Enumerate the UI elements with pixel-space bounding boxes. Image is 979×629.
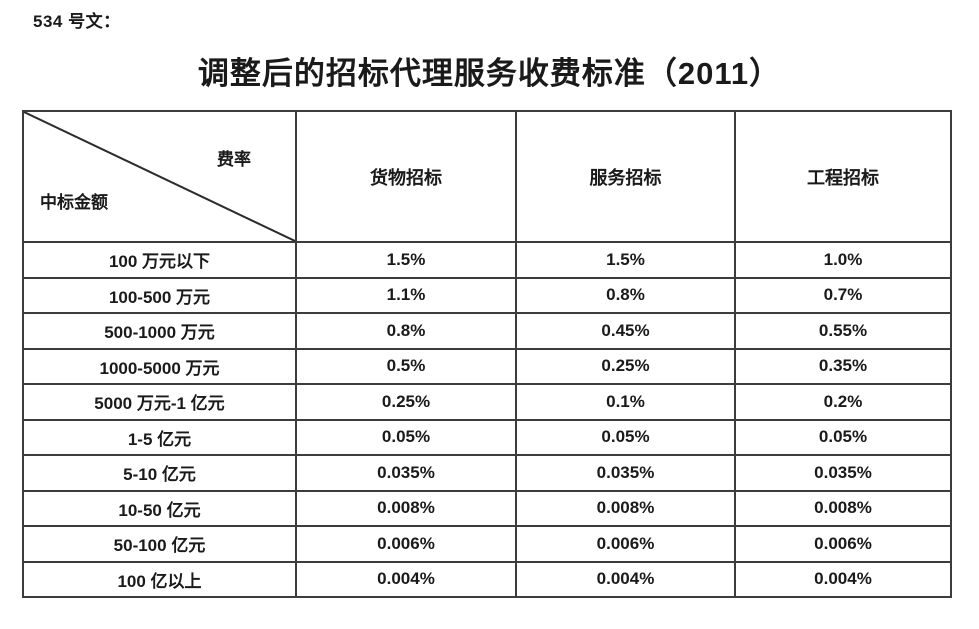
row-label-amount-range: 500-1000 万元 bbox=[22, 312, 297, 350]
fee-table: 费率 中标金额 货物招标 服务招标 工程招标 100 万元以下 1.5% 1.5% 1… bbox=[22, 110, 952, 598]
rate-cell: 1.5% bbox=[295, 241, 517, 279]
rate-cell: 0.55% bbox=[734, 312, 952, 350]
column-header-goods: 货物招标 bbox=[295, 110, 517, 243]
rate-cell: 0.25% bbox=[295, 383, 517, 421]
row-label-amount-range: 5000 万元-1 亿元 bbox=[22, 383, 297, 421]
rate-cell: 0.1% bbox=[515, 383, 736, 421]
table-row: 1000-5000 万元 0.5% 0.25% 0.35% bbox=[22, 347, 952, 385]
rate-cell: 0.35% bbox=[734, 347, 952, 385]
page-title: 调整后的招标代理服务收费标准（2011） bbox=[197, 56, 782, 91]
rate-cell: 0.006% bbox=[734, 525, 952, 563]
rate-cell: 0.035% bbox=[734, 454, 952, 492]
fee-table-body: 100 万元以下 1.5% 1.5% 1.0% 100-500 万元 1.1% 0.8% 0.… bbox=[22, 241, 952, 598]
row-label-amount-range: 100-500 万元 bbox=[22, 276, 297, 314]
row-label-amount-range: 50-100 亿元 bbox=[22, 525, 297, 563]
rate-cell: 0.004% bbox=[295, 560, 517, 598]
rate-cell: 0.006% bbox=[515, 525, 736, 563]
rate-cell: 0.45% bbox=[515, 312, 736, 350]
rate-cell: 0.004% bbox=[515, 560, 736, 598]
rate-cell: 0.8% bbox=[295, 312, 517, 350]
row-label-amount-range: 100 万元以下 bbox=[22, 241, 297, 279]
rate-cell: 0.004% bbox=[734, 560, 952, 598]
rate-cell: 0.05% bbox=[295, 418, 517, 456]
corner-header-cell: 费率 中标金额 bbox=[22, 110, 297, 243]
column-header-service: 服务招标 bbox=[515, 110, 736, 243]
corner-label-bid-amount: 中标金额 bbox=[40, 193, 108, 212]
row-label-amount-range: 1-5 亿元 bbox=[22, 418, 297, 456]
rate-cell: 0.006% bbox=[295, 525, 517, 563]
table-row: 100 亿以上 0.004% 0.004% 0.004% bbox=[22, 560, 952, 598]
rate-cell: 0.7% bbox=[734, 276, 952, 314]
rate-cell: 1.5% bbox=[515, 241, 736, 279]
row-label-amount-range: 10-50 亿元 bbox=[22, 489, 297, 527]
rate-cell: 0.05% bbox=[734, 418, 952, 456]
table-row: 5000 万元-1 亿元 0.25% 0.1% 0.2% bbox=[22, 383, 952, 421]
rate-cell: 0.2% bbox=[734, 383, 952, 421]
diagonal-divider-line bbox=[24, 112, 295, 241]
row-label-amount-range: 5-10 亿元 bbox=[22, 454, 297, 492]
rate-cell: 1.0% bbox=[734, 241, 952, 279]
rate-cell: 0.035% bbox=[515, 454, 736, 492]
table-row: 10-50 亿元 0.008% 0.008% 0.008% bbox=[22, 489, 952, 527]
row-label-amount-range: 1000-5000 万元 bbox=[22, 347, 297, 385]
row-label-amount-range: 100 亿以上 bbox=[22, 560, 297, 598]
rate-cell: 0.8% bbox=[515, 276, 736, 314]
rate-cell: 0.25% bbox=[515, 347, 736, 385]
header-row: 费率 中标金额 货物招标 服务招标 工程招标 bbox=[22, 110, 952, 243]
table-row: 5-10 亿元 0.035% 0.035% 0.035% bbox=[22, 454, 952, 492]
table-row: 100 万元以下 1.5% 1.5% 1.0% bbox=[22, 241, 952, 279]
doc-number-label: 534 号文： bbox=[33, 12, 121, 31]
rate-cell: 0.5% bbox=[295, 347, 517, 385]
rate-cell: 1.1% bbox=[295, 276, 517, 314]
corner-label-rate: 费率 bbox=[217, 150, 251, 169]
rate-cell: 0.05% bbox=[515, 418, 736, 456]
rate-cell: 0.008% bbox=[734, 489, 952, 527]
rate-cell: 0.035% bbox=[295, 454, 517, 492]
rate-cell: 0.008% bbox=[515, 489, 736, 527]
column-header-engineering: 工程招标 bbox=[734, 110, 952, 243]
table-row: 100-500 万元 1.1% 0.8% 0.7% bbox=[22, 276, 952, 314]
table-row: 500-1000 万元 0.8% 0.45% 0.55% bbox=[22, 312, 952, 350]
rate-cell: 0.008% bbox=[295, 489, 517, 527]
table-row: 1-5 亿元 0.05% 0.05% 0.05% bbox=[22, 418, 952, 456]
table-row: 50-100 亿元 0.006% 0.006% 0.006% bbox=[22, 525, 952, 563]
